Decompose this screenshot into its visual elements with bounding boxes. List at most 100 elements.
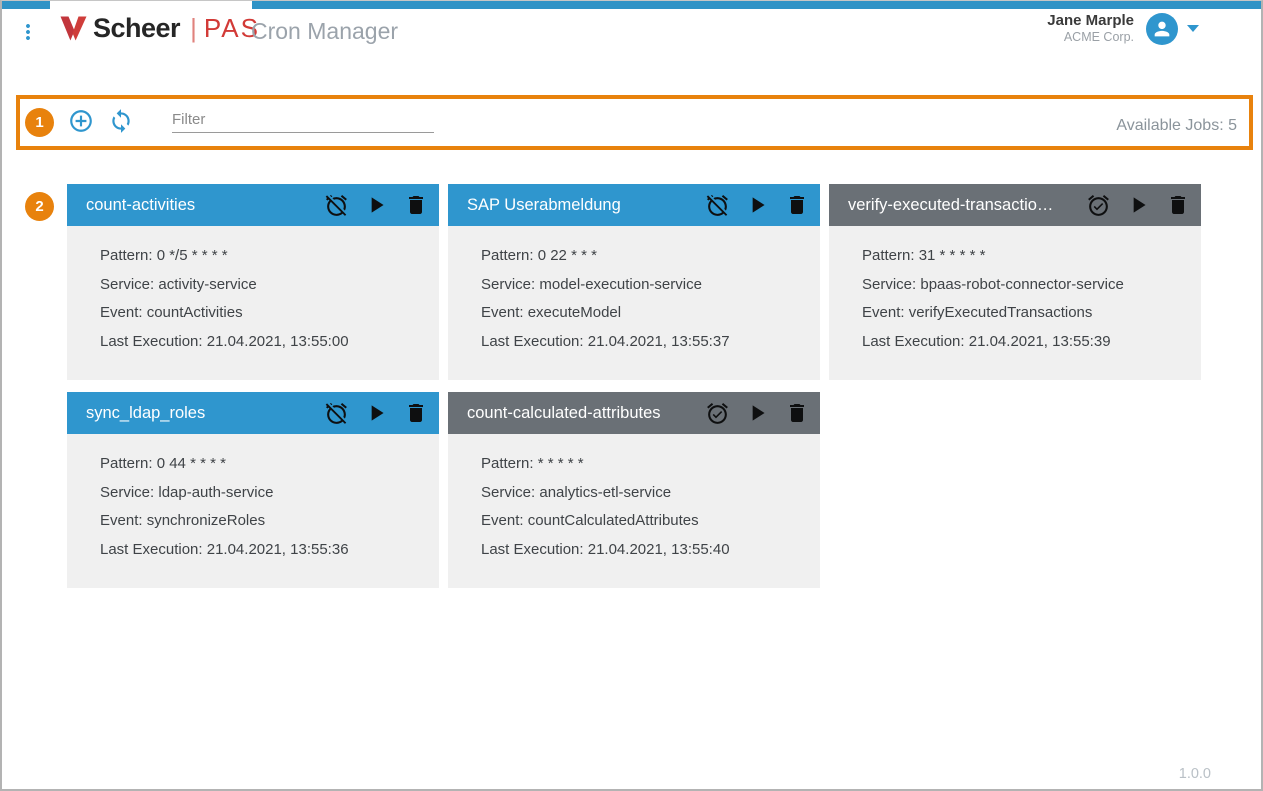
page-title: Cron Manager [251, 18, 399, 44]
field-value: countActivities [146, 304, 243, 321]
toggle-schedule-button[interactable] [704, 192, 730, 218]
job-last-execution: Last Execution: 21.04.2021, 13:55:40 [481, 536, 804, 565]
field-label: Event: [862, 304, 905, 321]
job-title: verify-executed-transactio… [848, 195, 1054, 214]
job-service: Service: ldap-auth-service [100, 479, 423, 508]
job-pattern: Pattern: 31 * * * * * [862, 242, 1185, 271]
trash-icon [1171, 196, 1185, 214]
field-label: Service: [481, 275, 536, 293]
available-jobs-count: Available Jobs: 5 [1116, 117, 1237, 135]
field-label: Last Execution: [100, 540, 203, 558]
avatar[interactable] [1146, 12, 1178, 45]
play-icon [371, 197, 384, 213]
alarm-off-icon [325, 194, 347, 216]
job-card-header: count-activities [67, 184, 439, 226]
user-menu[interactable]: Jane Marple ACME Corp. [1047, 12, 1199, 45]
field-label: Last Execution: [100, 332, 203, 350]
run-job-button[interactable] [363, 192, 389, 218]
job-card-body: Pattern: 31 * * * * * Service: bpaas-rob… [829, 226, 1201, 380]
field-value: analytics-etl-service [539, 483, 672, 501]
brand-name: Scheer [93, 13, 181, 43]
field-label: Event: [100, 304, 143, 321]
trash-icon [790, 196, 804, 214]
job-card-body: Pattern: 0 */5 * * * * Service: activity… [67, 226, 439, 380]
job-pattern: Pattern: 0 44 * * * * [100, 450, 423, 479]
job-card-body: Pattern: 0 44 * * * * Service: ldap-auth… [67, 434, 439, 588]
trash-icon [409, 196, 423, 214]
delete-job-button[interactable] [1165, 192, 1191, 218]
chevron-down-icon[interactable] [1187, 25, 1199, 32]
job-title: sync_ldap_roles [86, 403, 206, 422]
field-label: Pattern: [100, 455, 153, 472]
job-pattern: Pattern: * * * * * [481, 450, 804, 479]
run-job-button[interactable] [744, 400, 770, 426]
field-value: synchronizeRoles [146, 512, 266, 529]
job-actions [690, 400, 810, 426]
job-last-execution: Last Execution: 21.04.2021, 13:55:39 [862, 328, 1185, 357]
field-label: Service: [862, 275, 917, 293]
app-version: 1.0.0 [1178, 766, 1211, 782]
field-label: Pattern: [100, 247, 153, 264]
job-event: Event: executeModel [481, 299, 804, 328]
available-jobs-value: 5 [1228, 117, 1237, 134]
run-job-button[interactable] [744, 192, 770, 218]
filter-input[interactable] [172, 107, 434, 133]
app-header: Scheer | PAS Cron Manager Jane Marple AC… [2, 9, 1261, 89]
job-cards-grid: count-activities Pattern: 0 */5 * * * * … [67, 184, 1201, 588]
job-event: Event: countCalculatedAttributes [481, 507, 804, 536]
field-value: 21.04.2021, 13:55:40 [587, 540, 730, 558]
field-label: Service: [481, 483, 536, 501]
run-job-button[interactable] [1125, 192, 1151, 218]
refresh-button[interactable] [108, 108, 134, 134]
field-label: Last Execution: [862, 332, 965, 350]
menu-button[interactable] [16, 20, 40, 44]
field-value: executeModel [527, 304, 622, 321]
play-icon [752, 197, 765, 213]
job-actions [309, 192, 429, 218]
user-name: Jane Marple [1047, 12, 1134, 29]
job-card: SAP Userabmeldung Pattern: 0 22 * * * Se… [448, 184, 820, 380]
field-value: * * * * * [537, 455, 584, 472]
add-job-button[interactable] [68, 108, 94, 134]
delete-job-button[interactable] [784, 192, 810, 218]
job-service: Service: activity-service [100, 271, 423, 300]
brand-suite: PAS [203, 13, 260, 43]
user-info: Jane Marple ACME Corp. [1047, 12, 1134, 45]
field-value: model-execution-service [539, 275, 702, 293]
job-card-header: sync_ldap_roles [67, 392, 439, 434]
available-jobs-label: Available Jobs: [1116, 117, 1224, 134]
toggle-schedule-button[interactable] [323, 400, 349, 426]
sync-icon [112, 109, 130, 133]
field-value: 0 44 * * * * [156, 455, 226, 472]
field-label: Event: [481, 304, 524, 321]
delete-job-button[interactable] [403, 400, 429, 426]
job-title: count-calculated-attributes [467, 403, 661, 422]
job-title: count-activities [86, 195, 196, 214]
job-service: Service: bpaas-robot-connector-service [862, 271, 1185, 300]
job-card: sync_ldap_roles Pattern: 0 44 * * * * Se… [67, 392, 439, 588]
job-card: count-calculated-attributes Pattern: * *… [448, 392, 820, 588]
run-job-button[interactable] [363, 400, 389, 426]
delete-job-button[interactable] [784, 400, 810, 426]
field-value: 21.04.2021, 13:55:00 [206, 332, 349, 350]
job-event: Event: synchronizeRoles [100, 507, 423, 536]
toggle-schedule-button[interactable] [1085, 192, 1111, 218]
field-label: Event: [100, 512, 143, 529]
user-company: ACME Corp. [1063, 30, 1134, 44]
toggle-schedule-button[interactable] [704, 400, 730, 426]
field-label: Event: [481, 512, 524, 529]
job-card: verify-executed-transactio… Pattern: 31 … [829, 184, 1201, 380]
job-card-body: Pattern: * * * * * Service: analytics-et… [448, 434, 820, 588]
toggle-schedule-button[interactable] [323, 192, 349, 218]
delete-job-button[interactable] [403, 192, 429, 218]
job-actions [690, 192, 810, 218]
top-accent-strip [2, 1, 1261, 9]
job-card: count-activities Pattern: 0 */5 * * * * … [67, 184, 439, 380]
field-value: 21.04.2021, 13:55:37 [587, 332, 730, 350]
alarm-off-icon [706, 194, 728, 216]
alarm-off-icon [325, 402, 347, 424]
job-actions [309, 400, 429, 426]
field-label: Pattern: [481, 455, 534, 472]
field-value: 0 22 * * * [537, 247, 597, 264]
field-label: Service: [100, 483, 155, 501]
